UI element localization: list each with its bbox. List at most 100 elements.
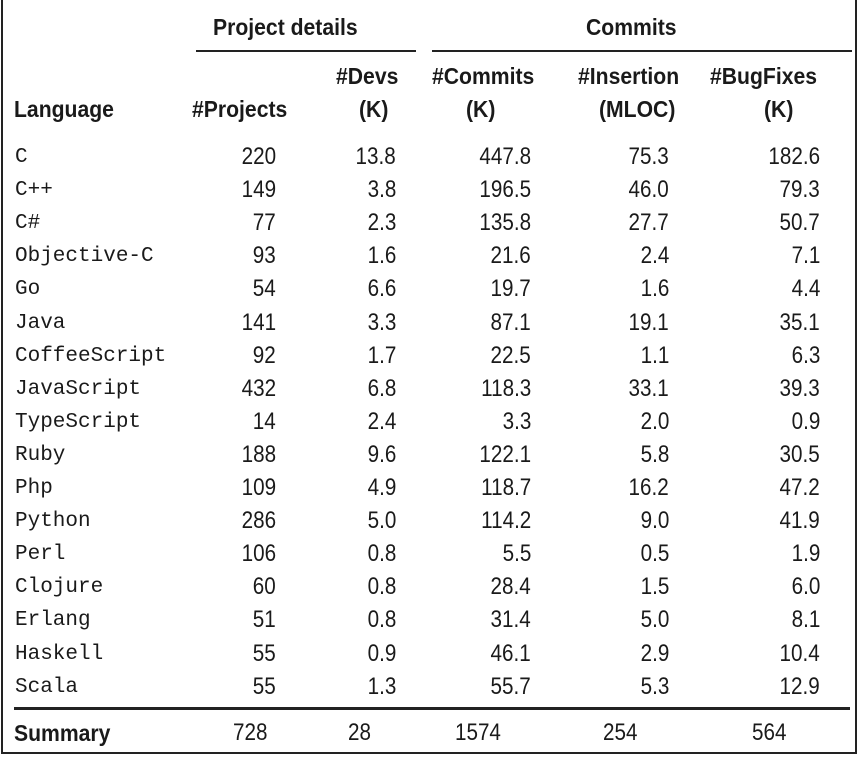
cell-devs: 6.8 [367,374,396,402]
cell-bugfixes: 6.0 [791,573,820,601]
cell-projects: 93 [253,242,276,270]
cell-devs: 9.6 [367,440,396,468]
cell-commits: 31.4 [490,606,531,634]
cell-insertion: 1.5 [640,573,669,601]
cell-commits: 114.2 [480,507,531,535]
summary-insertion: 254 [603,719,638,746]
cell-devs: 1.7 [367,341,396,369]
cell-insertion: 5.8 [640,440,669,468]
cell-projects: 14 [253,407,276,435]
cell-language: Go [15,278,41,302]
cell-devs: 6.6 [367,275,396,303]
cell-commits: 5.5 [502,540,531,568]
cell-projects: 141 [241,308,276,336]
cell-projects: 77 [253,209,276,237]
cell-language: C++ [15,179,53,203]
cell-commits: 196.5 [479,176,531,204]
cell-bugfixes: 12.9 [779,672,820,700]
cell-commits: 447.8 [479,143,531,170]
cell-language: TypeScript [15,410,142,434]
cell-insertion: 2.9 [640,639,669,667]
cell-language: Erlang [15,609,91,633]
cell-commits: 3.3 [502,407,531,435]
cell-bugfixes: 79.3 [779,176,820,204]
cell-language: Objective-C [15,245,154,269]
cell-insertion: 75.3 [628,143,669,170]
cell-devs: 2.3 [367,209,396,237]
cell-bugfixes: 7.1 [791,242,820,270]
cell-devs: 3.3 [367,308,396,336]
cell-commits: 28.4 [490,573,531,601]
summary-label: Summary [14,720,111,746]
cell-commits: 19.7 [490,275,531,303]
cell-bugfixes: 1.9 [791,540,820,568]
cell-bugfixes: 10.4 [779,639,820,667]
cell-language: C# [15,212,41,236]
group-rule-commits [432,50,852,52]
cell-language: Php [15,477,53,500]
cell-bugfixes: 0.9 [791,407,820,435]
cell-commits: 87.1 [490,308,531,336]
cell-projects: 286 [241,507,276,535]
cell-projects: 432 [241,374,276,402]
cell-bugfixes: 8.1 [791,606,820,634]
summary-bugfixes: 564 [752,719,787,746]
cell-commits: 21.6 [490,242,531,270]
cell-language: Scala [15,675,79,699]
cell-language: Java [15,311,66,335]
cell-bugfixes: 39.3 [779,374,820,402]
cell-devs: 13.8 [355,143,396,170]
group-header-project-details: Project details [213,14,358,40]
header-commits-unit: (K) [466,96,496,122]
cell-projects: 54 [253,275,276,303]
cell-language: C [15,146,28,169]
cell-insertion: 33.1 [628,374,669,402]
cell-commits: 55.7 [490,672,531,700]
cell-devs: 0.8 [367,540,396,568]
cell-bugfixes: 35.1 [779,308,820,336]
header-insertion-unit: (MLOC) [599,96,676,122]
cell-insertion: 27.7 [628,209,669,237]
cell-insertion: 46.0 [628,176,669,204]
cell-projects: 55 [253,639,276,667]
cell-devs: 0.8 [367,573,396,601]
cell-projects: 106 [241,540,276,568]
cell-projects: 188 [241,440,276,468]
cell-projects: 149 [241,176,276,204]
cell-projects: 55 [253,672,276,700]
cell-bugfixes: 4.4 [791,275,820,303]
cell-insertion: 1.1 [640,341,669,369]
header-projects: #Projects [192,96,288,122]
cell-insertion: 2.4 [640,242,669,270]
cell-devs: 5.0 [367,507,396,535]
cell-devs: 2.4 [367,407,396,435]
cell-commits: 22.5 [490,341,531,369]
cell-insertion: 16.2 [628,474,669,501]
cell-language: Clojure [15,576,104,600]
group-rule-project-details [196,50,416,52]
cell-language: Python [15,510,91,534]
cell-insertion: 5.0 [640,606,669,634]
cell-devs: 1.3 [367,672,396,700]
cell-insertion: 5.3 [640,672,669,700]
cell-commits: 46.1 [490,639,531,667]
header-bugfixes: #BugFixes [710,63,818,89]
header-insertion: #Insertion [578,63,680,89]
header-language: Language [14,96,114,122]
cell-insertion: 9.0 [640,507,669,535]
cell-bugfixes: 41.9 [779,507,820,535]
cell-bugfixes: 50.7 [779,209,820,237]
cell-language: Haskell [15,642,104,666]
cell-language: Perl [15,543,66,567]
cell-language: JavaScript [15,377,142,401]
cell-devs: 1.6 [367,242,396,270]
cell-insertion: 2.0 [640,407,669,435]
header-devs-unit: (K) [359,96,389,122]
cell-commits: 135.8 [479,209,531,237]
cell-commits: 122.1 [479,440,531,468]
cell-language: CoffeeScript [15,344,167,368]
cell-language: Ruby [15,443,66,467]
cell-devs: 4.9 [367,474,396,501]
